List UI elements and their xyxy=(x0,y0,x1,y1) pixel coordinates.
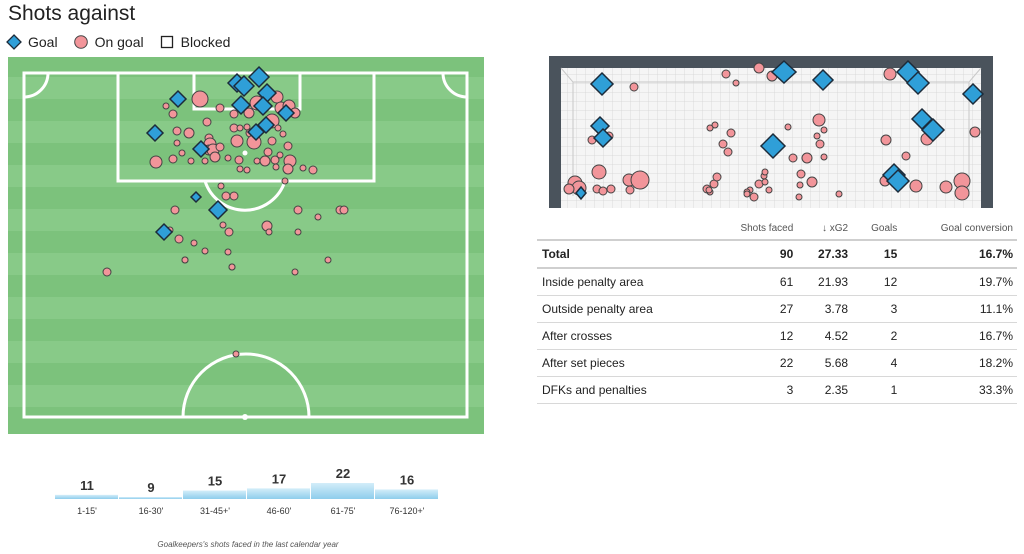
cell-goals: 2 xyxy=(852,322,902,350)
header-xg2[interactable]: ↓ xG2 xyxy=(797,217,853,241)
header-goal-conversion[interactable]: Goal conversion xyxy=(901,217,1017,241)
cell-shots-faced: 12 xyxy=(709,322,798,350)
legend-label-blocked: Blocked xyxy=(180,34,231,50)
row-label: After crosses xyxy=(537,322,710,350)
shot-map-pitch xyxy=(8,57,484,434)
cell-goals: 1 xyxy=(852,376,902,404)
minute-bar-value: 17 xyxy=(272,471,286,486)
table-row: Inside penalty area 61 21.93 12 19.7% xyxy=(537,268,1017,296)
cell-shots-faced: 90 xyxy=(709,240,798,269)
row-label: Outside penalty area xyxy=(537,295,710,323)
table-row: Outside penalty area 27 3.78 3 11.1% xyxy=(537,295,1017,323)
table-row: DFKs and penalties 3 2.35 1 33.3% xyxy=(537,376,1017,404)
legend-label-goal: Goal xyxy=(28,34,58,50)
cell-goal-conversion: 18.2% xyxy=(901,349,1017,377)
circle-icon xyxy=(73,35,88,49)
minute-bar-value: 15 xyxy=(208,474,222,489)
legend: Goal On goal Blocked xyxy=(6,33,245,51)
minutes-bar-chart: 11 1-15' 9 16-30' 15 31-45+' 17 46-60' 22 61-75' 1… xyxy=(55,466,438,516)
minute-bar xyxy=(311,483,374,499)
minute-bar-category: 76-120+' xyxy=(390,506,425,516)
header-goals[interactable]: Goals xyxy=(852,217,902,241)
minute-bar-value: 16 xyxy=(400,472,414,487)
cell-xg2: 2.35 xyxy=(797,376,853,404)
cell-xg2: 21.93 xyxy=(797,268,853,296)
row-label: Inside penalty area xyxy=(537,268,710,296)
cell-xg2: 3.78 xyxy=(797,295,853,323)
cell-goal-conversion: 11.1% xyxy=(901,295,1017,323)
row-label: DFKs and penalties xyxy=(537,376,710,404)
legend-item-on-goal[interactable]: On goal xyxy=(73,34,144,50)
minute-bar-category: 1-15' xyxy=(77,506,97,516)
cell-goals: 3 xyxy=(852,295,902,323)
cell-shots-faced: 22 xyxy=(709,349,798,377)
cell-shots-faced: 61 xyxy=(709,268,798,296)
minute-bar xyxy=(55,494,118,499)
minute-bar-value: 22 xyxy=(336,466,350,481)
cell-xg2: 27.33 xyxy=(797,240,853,269)
minute-bar-value: 9 xyxy=(147,480,154,495)
table-row: After crosses 12 4.52 2 16.7% xyxy=(537,322,1017,350)
legend-label-on-goal: On goal xyxy=(94,34,144,50)
cell-shots-faced: 3 xyxy=(709,376,798,404)
minute-bar-category: 46-60' xyxy=(267,506,292,516)
square-icon xyxy=(160,35,173,49)
row-label: After set pieces xyxy=(537,349,710,377)
table-row: Total 90 27.33 15 16.7% xyxy=(537,240,1017,269)
minute-bar-category: 31-45+' xyxy=(200,506,230,516)
minute-bar-value: 11 xyxy=(80,478,94,493)
diamond-icon xyxy=(6,34,22,50)
minute-bar xyxy=(247,488,310,499)
minute-bar xyxy=(375,489,438,499)
row-label: Total xyxy=(537,240,710,269)
cell-xg2: 4.52 xyxy=(797,322,853,350)
minute-bar-category: 61-75' xyxy=(331,506,356,516)
minute-bar-category: 16-30' xyxy=(139,506,164,516)
legend-item-blocked[interactable]: Blocked xyxy=(159,34,231,50)
minute-bar xyxy=(183,490,246,499)
cell-goals: 12 xyxy=(852,268,902,296)
cell-goal-conversion: 16.7% xyxy=(901,240,1017,269)
cell-goal-conversion: 16.7% xyxy=(901,322,1017,350)
cell-shots-faced: 27 xyxy=(709,295,798,323)
cell-goal-conversion: 19.7% xyxy=(901,268,1017,296)
cell-goals: 4 xyxy=(852,349,902,377)
table-row: After set pieces 22 5.68 4 18.2% xyxy=(537,349,1017,377)
cell-xg2: 5.68 xyxy=(797,349,853,377)
minute-bar xyxy=(119,497,182,499)
cell-goal-conversion: 33.3% xyxy=(901,376,1017,404)
header-label xyxy=(537,217,710,241)
shots-stats-table: Shots faced ↓ xG2 Goals Goal conversion … xyxy=(537,217,1017,404)
table-header-row: Shots faced ↓ xG2 Goals Goal conversion xyxy=(537,217,1017,241)
legend-item-goal[interactable]: Goal xyxy=(6,34,58,50)
goal-mouth-view xyxy=(549,56,993,208)
page-title: Shots against xyxy=(8,2,136,25)
cell-goals: 15 xyxy=(852,240,902,269)
header-shots-faced[interactable]: Shots faced xyxy=(709,217,798,241)
chart-caption: Goalkeepers's shots faced in the last ca… xyxy=(157,540,339,549)
